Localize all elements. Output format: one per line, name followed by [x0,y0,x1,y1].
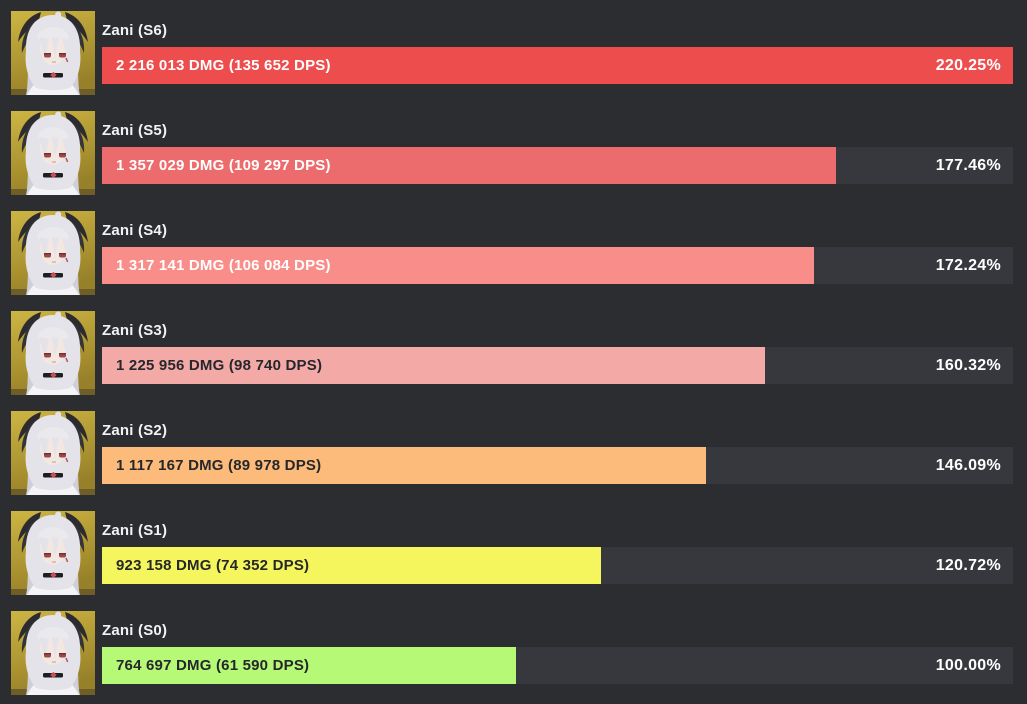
bar-track: 1 117 167 DMG (89 978 DPS) 146.09% [102,447,1013,484]
chart-row: Zani (S1) 923 158 DMG (74 352 DPS) 120.7… [0,500,1027,600]
bar-label: Zani (S5) [102,122,168,139]
chart-row: Zani (S2) 1 117 167 DMG (89 978 DPS) 146… [0,400,1027,500]
zani-avatar-image [11,211,95,295]
zani-avatar-image [11,511,95,595]
bar-percent: 177.46% [935,156,1001,174]
bar-percent: 172.24% [935,256,1001,274]
bar-label: Zani (S1) [102,522,168,539]
bar-percent: 120.72% [935,556,1001,574]
zani-avatar-image [11,411,95,495]
bar-fill: 2 216 013 DMG (135 652 DPS) [102,47,1013,84]
zani-avatar-image [11,611,95,695]
bar-value-text: 764 697 DMG (61 590 DPS) [116,657,310,674]
bar-value-text: 1 357 029 DMG (109 297 DPS) [116,157,331,174]
bar-fill: 1 357 029 DMG (109 297 DPS) [102,147,836,184]
bar-value-text: 1 225 956 DMG (98 740 DPS) [116,357,323,374]
bar-track: 1 317 141 DMG (106 084 DPS) 172.24% [102,247,1013,284]
zani-avatar-image [11,111,95,195]
bar-fill: 764 697 DMG (61 590 DPS) [102,647,516,684]
bar-label: Zani (S3) [102,322,168,339]
bar-label: Zani (S0) [102,622,168,639]
bar-value-text: 2 216 013 DMG (135 652 DPS) [116,57,331,74]
bar-value-text: 923 158 DMG (74 352 DPS) [116,557,310,574]
chart-row: Zani (S4) 1 317 141 DMG (106 084 DPS) 17… [0,200,1027,300]
bar-track: 1 357 029 DMG (109 297 DPS) 177.46% [102,147,1013,184]
bar-label: Zani (S4) [102,222,168,239]
bar-fill: 923 158 DMG (74 352 DPS) [102,547,602,584]
bar-percent: 100.00% [935,656,1001,674]
bar-fill: 1 225 956 DMG (98 740 DPS) [102,347,766,384]
bar-percent: 146.09% [935,456,1001,474]
bar-track: 1 225 956 DMG (98 740 DPS) 160.32% [102,347,1013,384]
bar-track: 2 216 013 DMG (135 652 DPS) 220.25% [102,47,1013,84]
bar-track: 764 697 DMG (61 590 DPS) 100.00% [102,647,1013,684]
chart-row: Zani (S5) 1 357 029 DMG (109 297 DPS) 17… [0,100,1027,200]
bar-value-text: 1 117 167 DMG (89 978 DPS) [116,457,322,474]
bar-fill: 1 117 167 DMG (89 978 DPS) [102,447,707,484]
bar-label: Zani (S6) [102,22,168,39]
chart-row: Zani (S6) 2 216 013 DMG (135 652 DPS) 22… [0,0,1027,100]
chart-row: Zani (S0) 764 697 DMG (61 590 DPS) 100.0… [0,600,1027,700]
bar-percent: 220.25% [935,56,1001,74]
bar-track: 923 158 DMG (74 352 DPS) 120.72% [102,547,1013,584]
zani-avatar-image [11,11,95,95]
zani-avatar-image [11,311,95,395]
chart-row: Zani (S3) 1 225 956 DMG (98 740 DPS) 160… [0,300,1027,400]
bar-value-text: 1 317 141 DMG (106 084 DPS) [116,257,331,274]
bar-fill: 1 317 141 DMG (106 084 DPS) [102,247,815,284]
bar-label: Zani (S2) [102,422,168,439]
bar-percent: 160.32% [935,356,1001,374]
